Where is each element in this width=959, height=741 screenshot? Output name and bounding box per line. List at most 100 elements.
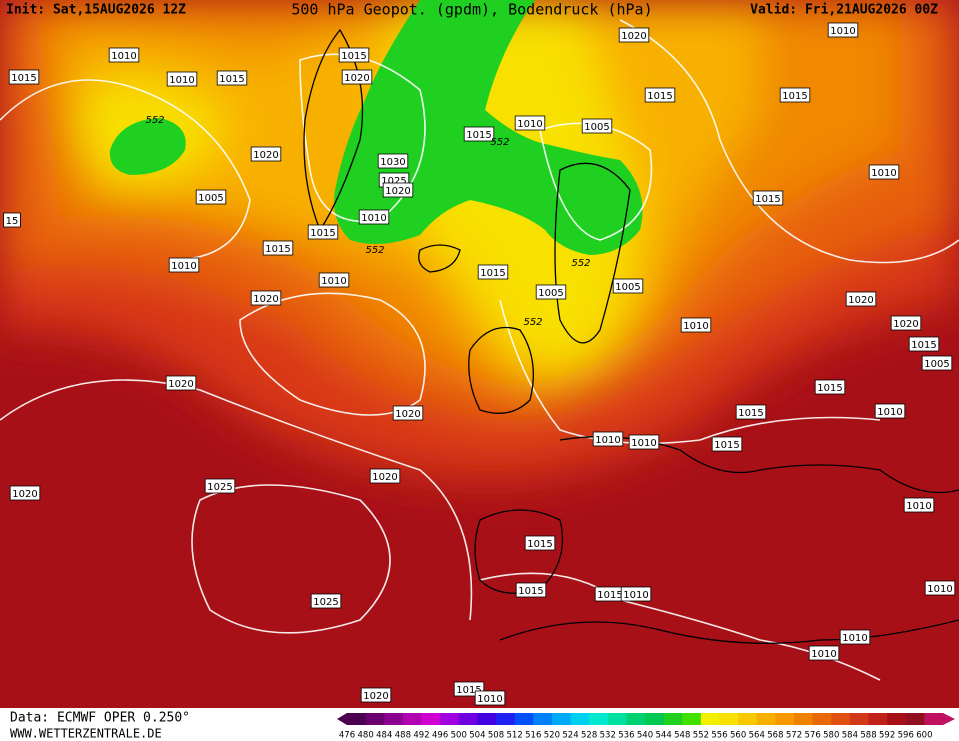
isobar-value: 1010 — [477, 694, 502, 705]
isobar-label: 1010 — [474, 690, 506, 706]
label-box — [581, 118, 613, 134]
isobar-label: 1005 — [535, 284, 567, 300]
isobar-label: 1020 — [250, 290, 282, 306]
label-box — [204, 478, 236, 494]
scale-cell — [477, 713, 497, 725]
scale-label: 532 — [600, 731, 616, 741]
isobar-label: 1020 — [369, 468, 401, 484]
isobar-value: 1010 — [871, 168, 896, 179]
label-box — [908, 336, 940, 352]
isobar-value: 1010 — [683, 321, 708, 332]
isobar-label: 1010 — [924, 580, 956, 596]
label-box — [814, 379, 846, 395]
isobar-value: 1010 — [517, 119, 542, 130]
isobar-value: 1010 — [595, 435, 620, 446]
contour-label: 552 — [145, 115, 164, 126]
label-box — [515, 582, 547, 598]
scale-cell — [775, 713, 795, 725]
scale-cell — [682, 713, 702, 725]
scale-label: 492 — [413, 731, 429, 741]
contour-value: 552 — [523, 317, 542, 328]
contour-value: 552 — [145, 115, 164, 126]
isobar-value: 1030 — [380, 157, 405, 168]
isobar-label: 1020 — [250, 146, 282, 162]
isobar-label: 1015 — [735, 404, 767, 420]
scale-cell — [514, 713, 534, 725]
scale-arrow-right — [943, 713, 955, 725]
isobar-labels: 1010 1015 1020 1010 1015 1010 1015 1020 1015 1015… — [3, 22, 956, 706]
label-box — [307, 224, 339, 240]
isobar-value: 1005 — [615, 282, 640, 293]
label-box — [338, 47, 370, 63]
isobar-value: 1010 — [631, 438, 656, 449]
isobar-label: 1020 — [845, 291, 877, 307]
isobar-label: 1010 — [318, 272, 350, 288]
label-box — [514, 115, 546, 131]
isobar-label: 1010 — [592, 431, 624, 447]
isobar-value: 1005 — [198, 193, 223, 204]
isobar-label: 1025 — [204, 478, 236, 494]
isobar-value: 1015 — [782, 91, 807, 102]
isobar-label: 1010 — [827, 22, 859, 38]
isobar-value: 1010 — [111, 51, 136, 62]
isobar-label: 1010 — [903, 497, 935, 513]
scale-label: 544 — [656, 731, 672, 741]
scale-cell — [924, 713, 944, 725]
label-box — [8, 69, 40, 85]
isobar-label: 1010 — [839, 629, 871, 645]
isobar-value: 1015 — [755, 194, 780, 205]
scale-cell — [626, 713, 646, 725]
isobar-value: 1020 — [893, 319, 918, 330]
isobar-value: 1015 — [817, 383, 842, 394]
scale-label: 576 — [805, 731, 821, 741]
label-box — [535, 284, 567, 300]
isobar-value: 1010 — [169, 75, 194, 86]
isobar-label: 1015 — [515, 582, 547, 598]
contour-label: 552 — [365, 245, 384, 256]
isobar-value: 1010 — [927, 584, 952, 595]
scale-cell — [700, 713, 720, 725]
scale-cell — [607, 713, 627, 725]
scale-cell — [812, 713, 832, 725]
isobar-value: 1015 — [518, 586, 543, 597]
isobar-value: 1020 — [344, 73, 369, 84]
contour-label: 552 — [523, 317, 542, 328]
label-box — [216, 70, 248, 86]
isobar-value: 1010 — [623, 590, 648, 601]
label-box — [310, 593, 342, 609]
scale-cell — [868, 713, 888, 725]
isobar-value: 1010 — [830, 26, 855, 37]
scale-label: 560 — [730, 731, 746, 741]
isobar-label: 1015 — [711, 436, 743, 452]
scale-label: 512 — [507, 731, 523, 741]
scale-label: 580 — [823, 731, 839, 741]
isobar-value: 1010 — [842, 633, 867, 644]
label-box — [168, 257, 200, 273]
label-box — [9, 485, 41, 501]
contour-labels: 552 552 552 552 552 — [145, 115, 590, 328]
label-box — [845, 291, 877, 307]
scale-cell — [458, 713, 478, 725]
scale-cell — [440, 713, 460, 725]
isobar-label: 1005 — [612, 278, 644, 294]
isobar-label: 1010 — [808, 645, 840, 661]
isobar-value: 1005 — [584, 122, 609, 133]
label-box — [250, 146, 282, 162]
isobar-value: 1010 — [811, 649, 836, 660]
scale-label: 488 — [395, 731, 411, 741]
label-box — [779, 87, 811, 103]
isobar-value: 1005 — [924, 359, 949, 370]
scale-label: 524 — [562, 731, 578, 741]
isobar-value: 1015 — [647, 91, 672, 102]
scale-cell — [794, 713, 814, 725]
isobar-value: 1010 — [906, 501, 931, 512]
scale-cell — [384, 713, 404, 725]
label-box — [377, 153, 409, 169]
scale-cell — [570, 713, 590, 725]
scale-label: 540 — [637, 731, 653, 741]
label-box — [166, 71, 198, 87]
contour-label: 552 — [490, 137, 509, 148]
scale-label: 548 — [674, 731, 690, 741]
isobar-label: 1015 — [8, 69, 40, 85]
